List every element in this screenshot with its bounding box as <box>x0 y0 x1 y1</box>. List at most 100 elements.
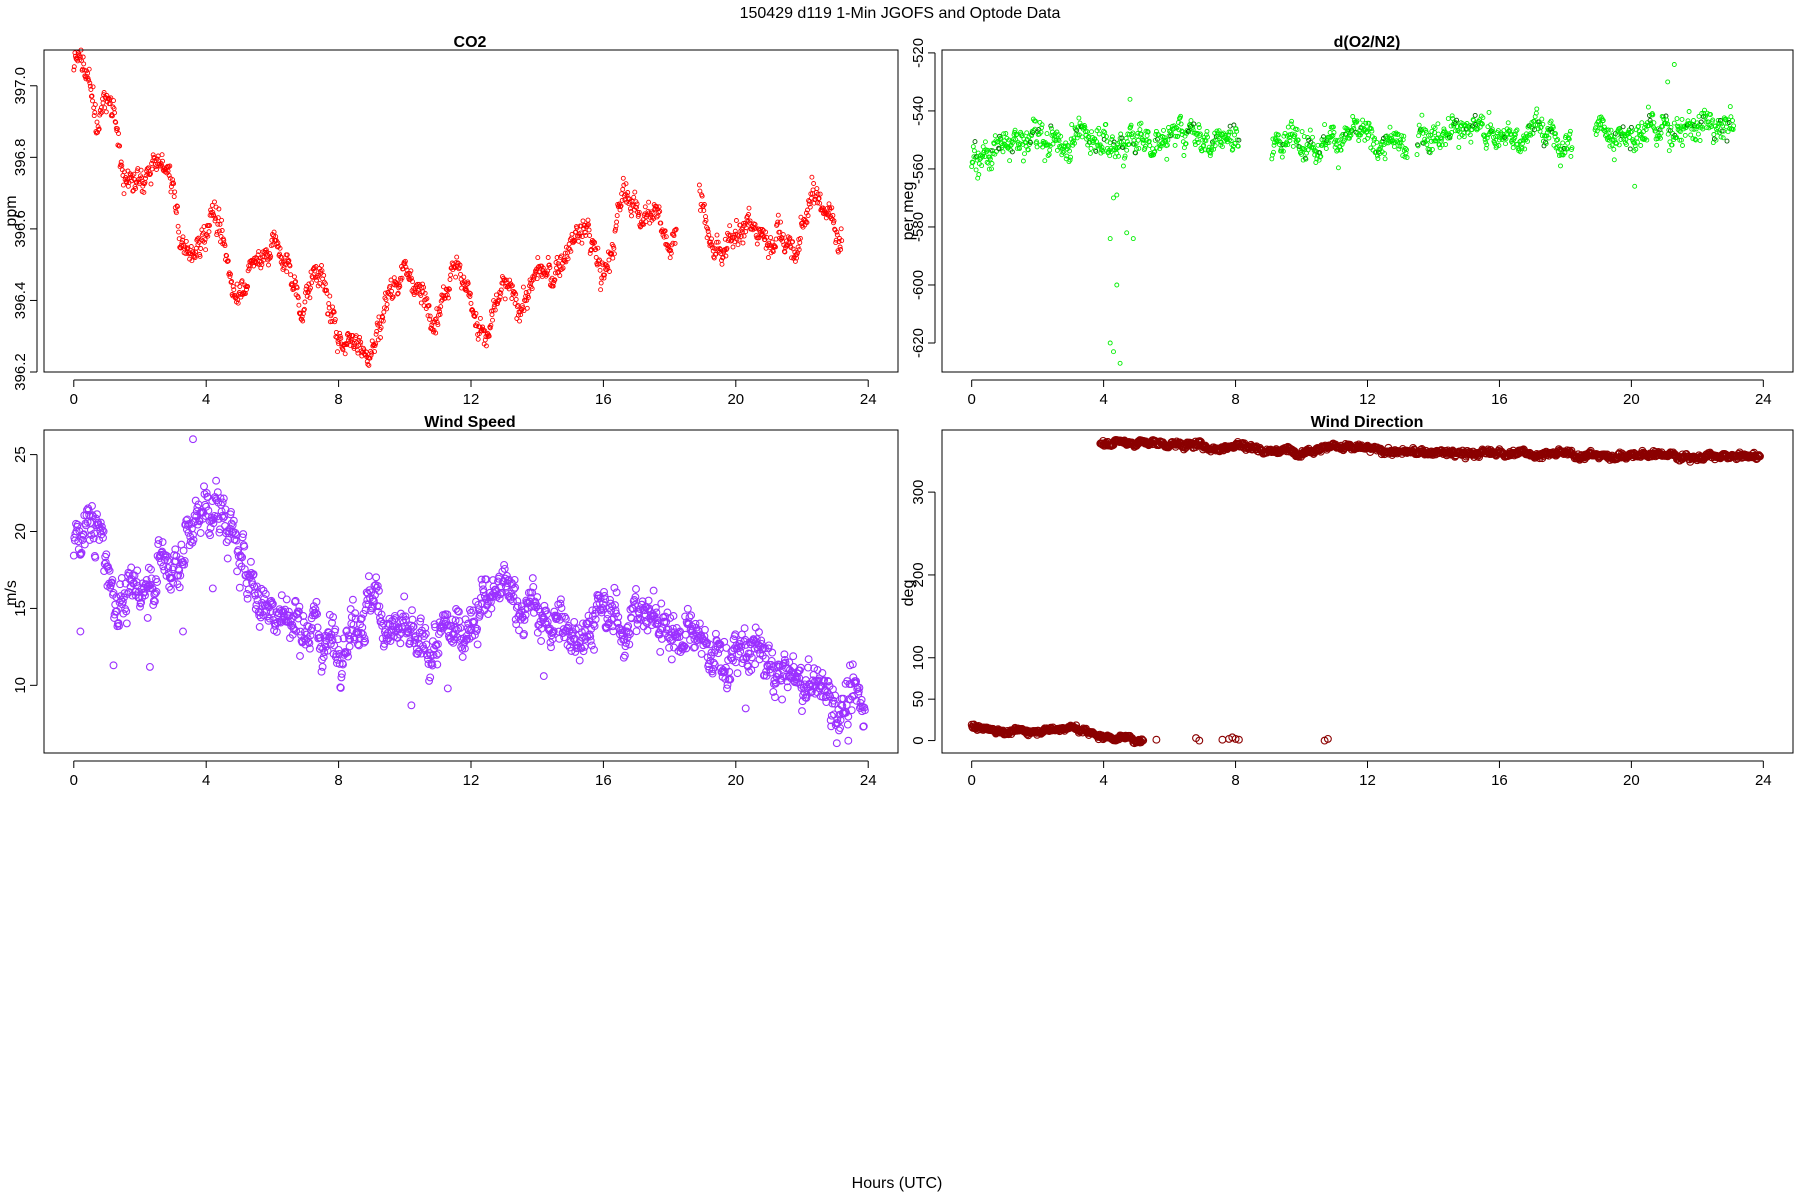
co2-point-638 <box>423 296 429 302</box>
o2n2-point-533 <box>1294 127 1300 132</box>
o2n2-point-94 <box>1020 158 1026 164</box>
co2-point-950 <box>595 245 601 251</box>
co2-point-1310 <box>816 195 822 201</box>
co2-point-1095 <box>698 207 703 213</box>
o2n2-point-76 <box>1011 136 1016 142</box>
o2n2-point-178 <box>1067 148 1072 154</box>
co2-point-374 <box>277 245 283 251</box>
wspd-point-1442 <box>443 684 452 693</box>
o2n2-point-523 <box>1289 118 1295 124</box>
o2n2-point-481 <box>1233 126 1239 132</box>
co2-point-677 <box>444 292 450 298</box>
wspd-point-1135 <box>695 619 704 628</box>
o2n2-point-357 <box>1165 137 1171 143</box>
wspd-point-1436 <box>109 661 118 670</box>
co2-point-238 <box>202 237 208 243</box>
o2n2-point-508 <box>1280 148 1286 154</box>
o2n2-point-1274 <box>1111 349 1116 355</box>
co2-point-229 <box>197 253 203 259</box>
wspd-point-1051 <box>649 586 658 595</box>
o2n2-point-0 <box>969 164 975 170</box>
co2-point-488 <box>340 347 346 353</box>
co2-point-719 <box>467 291 473 297</box>
co2-point-944 <box>592 240 598 245</box>
o2n2-point-488 <box>1269 152 1275 158</box>
o2n2-point-399 <box>1188 118 1194 124</box>
o2n2-point-29 <box>985 147 991 153</box>
co2-point-729 <box>473 311 479 316</box>
co2-point-801 <box>513 291 519 297</box>
co2-point-1059 <box>655 213 661 219</box>
o2n2-point-596 <box>1329 134 1335 139</box>
co2-point-407 <box>295 295 301 301</box>
co2-point-478 <box>335 349 340 355</box>
co2-point-700 <box>457 262 463 268</box>
co2-point-959 <box>600 262 606 268</box>
o2n2-point-1264 <box>1728 114 1734 120</box>
co2-point-1062 <box>657 208 663 214</box>
co2-point-640 <box>424 296 430 302</box>
co2-point-105 <box>129 178 135 184</box>
o2n2-point-952 <box>1534 106 1540 112</box>
co2-point-357 <box>268 253 274 259</box>
co2-point-1185 <box>747 218 753 224</box>
wspd-point-1164 <box>711 629 720 638</box>
co2-point-824 <box>525 295 531 300</box>
o2n2-point-304 <box>1136 145 1142 151</box>
o2n2-point-580 <box>1320 141 1326 147</box>
co2-point-589 <box>396 285 402 291</box>
co2-point-887 <box>560 265 566 271</box>
co2-point-285 <box>228 279 234 285</box>
figure-title: 150429 d119 1-Min JGOFS and Optode Data <box>740 5 1061 22</box>
o2n2-point-279 <box>1122 153 1128 159</box>
co2-point-602 <box>403 264 409 270</box>
o2n2-point-909 <box>1510 145 1516 151</box>
o2n2-point-353 <box>1163 137 1169 143</box>
o2n2-point-189 <box>1073 126 1079 132</box>
co2-point-795 <box>509 283 515 289</box>
o2n2-point-267 <box>1116 153 1121 159</box>
o2n2-point-1114 <box>1645 104 1651 110</box>
o2n2-point-414 <box>1196 125 1202 130</box>
co2-point-213 <box>188 244 194 249</box>
co2-point-274 <box>222 243 228 249</box>
co2-point-363 <box>271 229 277 235</box>
wspd-point-999 <box>620 651 629 660</box>
co2-point-1162 <box>735 232 740 238</box>
co2-point-290 <box>231 287 237 293</box>
o2n2-point-293 <box>1130 130 1136 136</box>
o2n2-point-506 <box>1279 154 1285 160</box>
o2n2-point-398 <box>1188 124 1193 130</box>
o2n2-point-452 <box>1217 139 1223 145</box>
co2-point-1098 <box>699 193 705 199</box>
co2-point-63 <box>106 95 111 101</box>
o2n2-point-738 <box>1416 122 1422 128</box>
co2-point-402 <box>293 279 299 285</box>
wspd-point-1242 <box>755 628 763 637</box>
co2-point-1257 <box>787 235 793 241</box>
co2-point-556 <box>378 335 383 341</box>
co2-point-50 <box>98 105 104 111</box>
co2-point-469 <box>330 304 335 310</box>
co2-point-458 <box>324 287 329 293</box>
co2-point-1060 <box>656 209 662 215</box>
co2-point-746 <box>482 337 488 343</box>
o2n2-point-331 <box>1151 152 1157 158</box>
wspd-y-tick-label-3: 25 <box>12 446 29 463</box>
co2-point-813 <box>519 303 525 309</box>
co2-point-871 <box>551 278 557 283</box>
co2-point-1116 <box>709 242 715 248</box>
co2-point-699 <box>456 265 462 271</box>
co2-point-713 <box>464 281 470 287</box>
o2n2-point-306 <box>1137 127 1143 133</box>
co2-point-30 <box>87 83 93 89</box>
co2-point-1198 <box>754 241 760 247</box>
co2-point-1294 <box>807 204 813 210</box>
o2n2-point-180 <box>1068 154 1074 160</box>
co2-point-353 <box>266 262 271 268</box>
co2-point-183 <box>172 189 178 195</box>
co2-x-tick-label-1: 4 <box>202 391 210 408</box>
co2-point-588 <box>395 290 401 296</box>
co2-point-825 <box>526 289 532 295</box>
co2-x-tick-label-6: 24 <box>860 391 877 408</box>
